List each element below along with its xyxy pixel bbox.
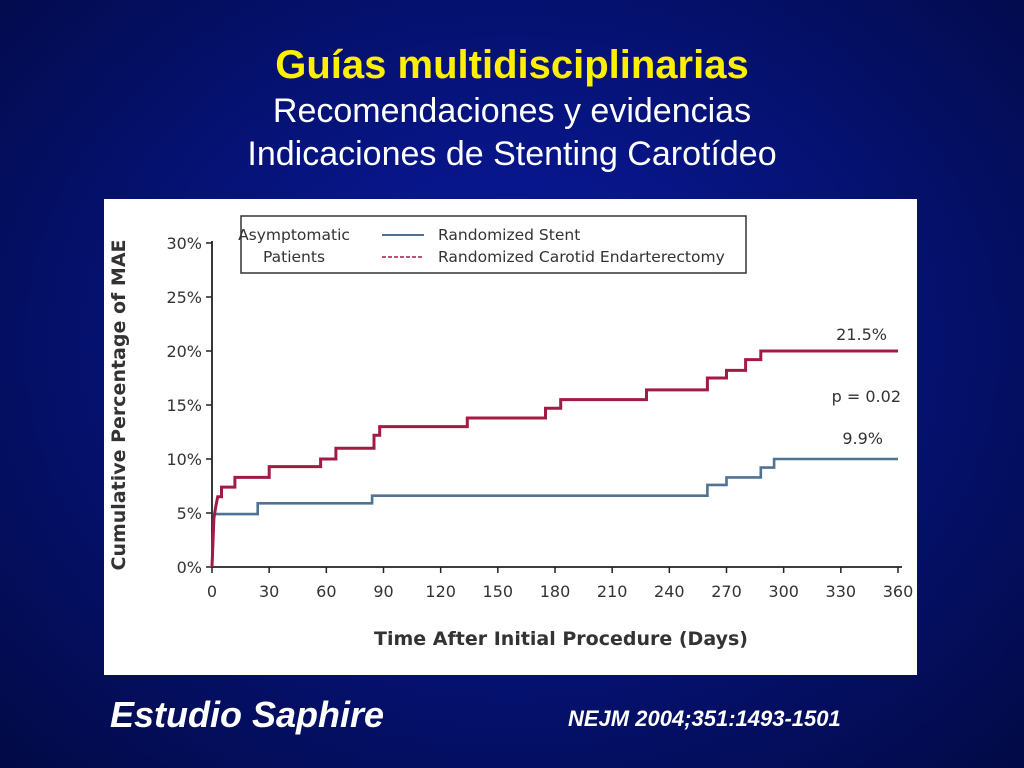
x-tick-label: 180 xyxy=(540,582,571,601)
x-tick-label: 210 xyxy=(597,582,628,601)
y-ticks: 0% 5% 10% 15% 20% 25% 30% xyxy=(166,234,212,577)
end-label-stent: 9.9% xyxy=(842,429,883,448)
x-tick-label: 120 xyxy=(425,582,456,601)
x-tick-label: 360 xyxy=(883,582,914,601)
y-axis-label: Cumulative Percentage of MAE xyxy=(108,240,130,571)
x-ticks: 0 30 60 90 120 150 180 210 240 270 300 330 360 xyxy=(207,567,913,601)
axes: 0% 5% 10% 15% 20% 25% 30% 0 30 60 90 120 150 180 210 2… xyxy=(166,234,913,601)
slide-title: Guías multidisciplinarias xyxy=(275,43,749,87)
legend-label-stent: Randomized Stent xyxy=(438,226,580,244)
mae-kaplan-meier-chart: 0% 5% 10% 15% 20% 25% 30% 0 30 60 90 120 150 180 210 2… xyxy=(108,215,913,650)
y-tick-label: 20% xyxy=(166,342,202,361)
legend-group-label-1: Asymptomatic xyxy=(238,226,350,244)
slide-subtitle-1: Recomendaciones y evidencias xyxy=(272,92,752,130)
citation-reference: NEJM 2004;351:1493-1501 xyxy=(568,706,841,731)
y-tick-label: 10% xyxy=(166,450,202,469)
y-tick-label: 30% xyxy=(166,234,202,253)
x-tick-label: 60 xyxy=(316,582,336,601)
x-tick-label: 150 xyxy=(483,582,514,601)
x-tick-label: 330 xyxy=(826,582,857,601)
x-tick-label: 90 xyxy=(373,582,393,601)
x-tick-label: 240 xyxy=(654,582,685,601)
end-label-endarterectomy: 21.5% xyxy=(836,325,887,344)
slide-subtitle-2: Indicaciones de Stenting Carotídeo xyxy=(247,135,777,173)
y-tick-label: 15% xyxy=(166,396,202,415)
study-name: Estudio Saphire xyxy=(110,694,385,735)
chart-panel: 0% 5% 10% 15% 20% 25% 30% 0 30 60 90 120 150 180 210 2… xyxy=(104,199,917,675)
legend-group-label-2: Patients xyxy=(263,248,325,266)
x-tick-label: 270 xyxy=(711,582,742,601)
legend-box xyxy=(240,215,747,274)
series-line-stent xyxy=(210,457,898,568)
series-layer xyxy=(210,349,898,568)
x-axis-label: Time After Initial Procedure (Days) xyxy=(374,628,748,650)
x-tick-label: 0 xyxy=(207,582,217,601)
title-block: Guías multidisciplinarias Recomendacione… xyxy=(0,40,1024,176)
y-tick-label: 0% xyxy=(177,558,202,577)
y-tick-label: 5% xyxy=(177,504,202,523)
p-value-annotation: p = 0.02 xyxy=(832,387,901,406)
legend: Asymptomatic Patients Randomized Stent R… xyxy=(238,215,747,274)
x-tick-label: 30 xyxy=(259,582,279,601)
series-line-endarterectomy xyxy=(210,349,898,568)
legend-label-endarterectomy: Randomized Carotid Endarterectomy xyxy=(438,248,725,266)
y-tick-label: 25% xyxy=(166,288,202,307)
x-tick-label: 300 xyxy=(768,582,799,601)
